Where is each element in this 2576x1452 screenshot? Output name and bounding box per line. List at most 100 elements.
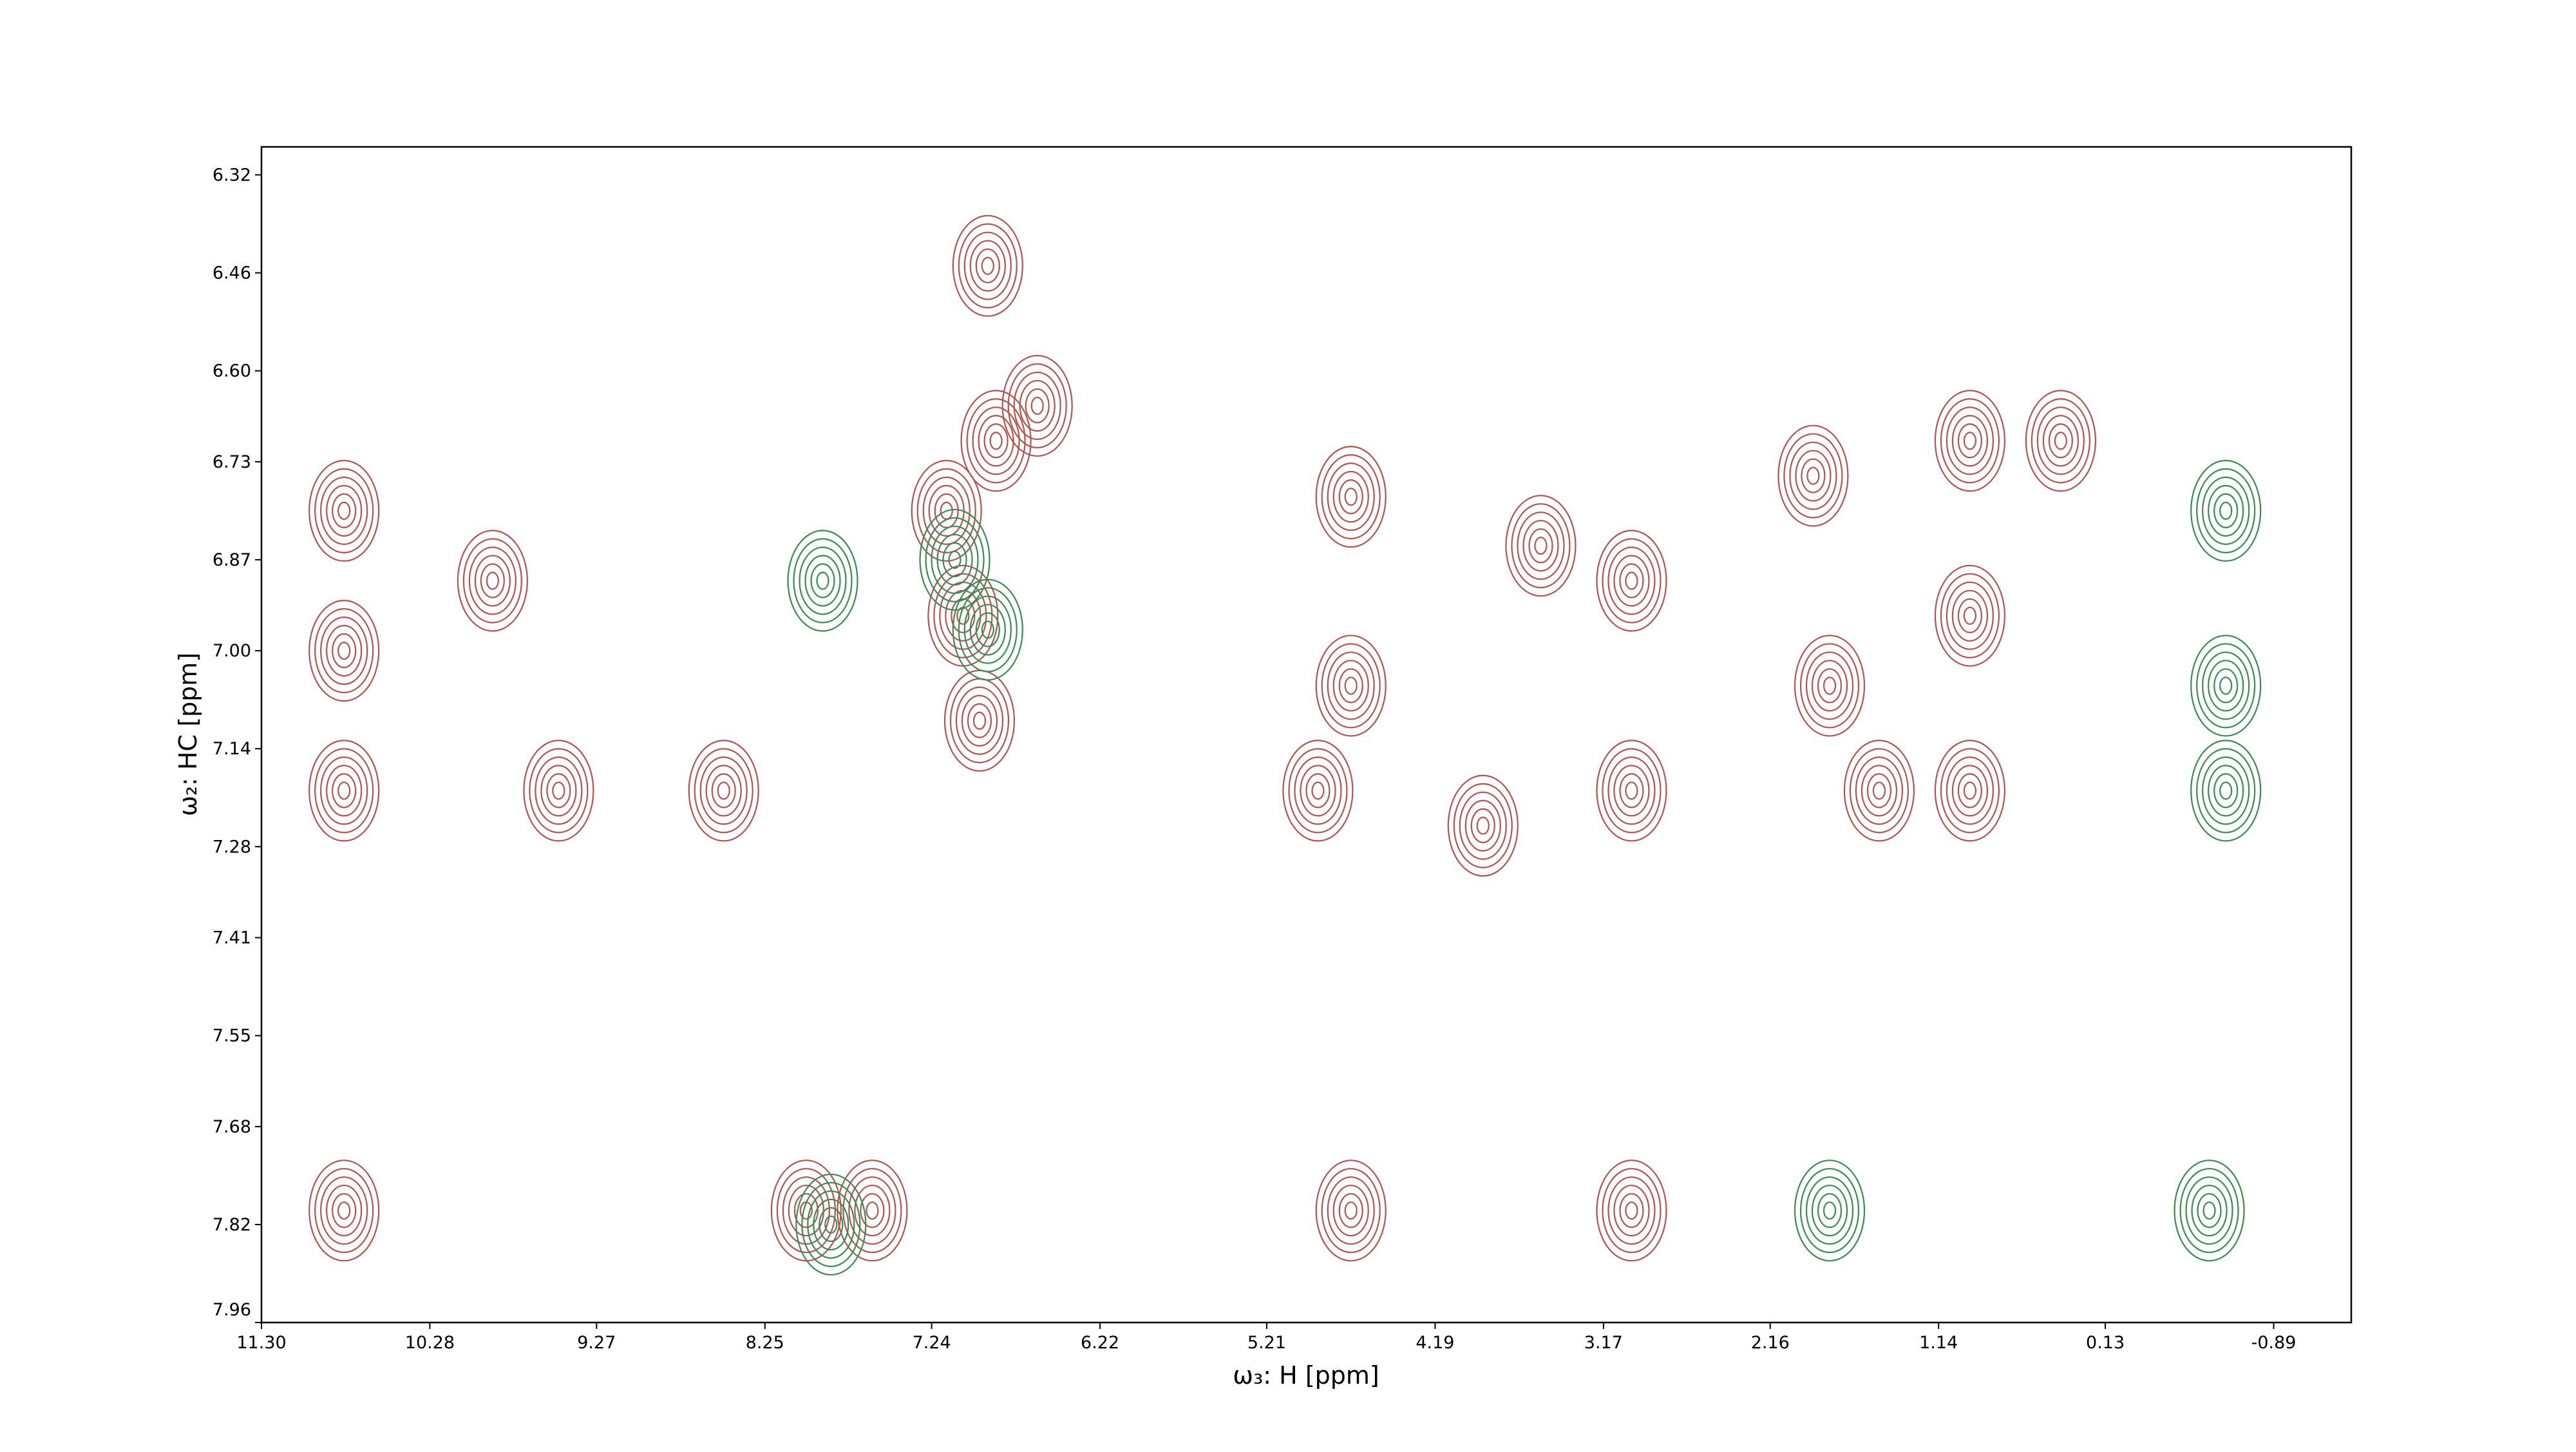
contour-ring xyxy=(1963,606,1977,625)
contour-ring xyxy=(2202,476,2250,545)
y-tick-label: 6.73 xyxy=(213,452,251,472)
contour-ring xyxy=(480,563,505,598)
contour-ring xyxy=(860,1193,885,1228)
contour-ring xyxy=(1934,740,2006,842)
contour-ring xyxy=(801,1181,861,1268)
contour-ring xyxy=(1315,446,1387,548)
contour-ring xyxy=(337,501,351,520)
y-axis-title: ω₂: HC [ppm] xyxy=(174,653,202,816)
contour-ring xyxy=(866,1201,879,1220)
contour-ring xyxy=(1849,748,1909,834)
peak xyxy=(960,390,1032,492)
contour-ring xyxy=(2202,756,2250,825)
contour-ring xyxy=(2202,1201,2216,1220)
contour-ring xyxy=(1327,463,1375,531)
contour-ring xyxy=(1843,740,1915,842)
contour-ring xyxy=(1596,1160,1667,1262)
x-tick-label: 8.25 xyxy=(746,1333,784,1353)
contour-ring xyxy=(776,1168,836,1254)
contour-ring xyxy=(1311,781,1325,800)
x-tick-label: 2.16 xyxy=(1751,1333,1790,1353)
contour-ring xyxy=(2196,468,2256,553)
contour-ring xyxy=(1305,773,1331,808)
x-tick-label: 7.24 xyxy=(913,1333,951,1353)
contour-ring xyxy=(1777,425,1849,527)
contour-ring xyxy=(1315,635,1387,737)
contour-ring xyxy=(911,459,982,562)
contour-ring xyxy=(699,756,748,825)
contour-ring xyxy=(848,1176,896,1245)
contour-ring xyxy=(948,550,961,569)
contour-ring xyxy=(975,612,1000,647)
contour-ring xyxy=(793,538,853,624)
contour-ring xyxy=(1447,774,1519,877)
contour-ring xyxy=(717,781,730,800)
contour-ring xyxy=(1282,740,1354,842)
contour-ring xyxy=(1957,773,1983,808)
peak xyxy=(1315,1160,1387,1262)
contour-ring xyxy=(1338,668,1363,703)
contour-ring xyxy=(535,756,583,825)
peak xyxy=(1505,495,1577,597)
contour-ring xyxy=(1602,1168,1662,1254)
contour-ring xyxy=(1470,808,1495,843)
peak xyxy=(787,530,858,632)
x-tick-label: -0.89 xyxy=(2251,1333,2297,1353)
contour-ring xyxy=(2197,1193,2222,1228)
contour-ring xyxy=(468,546,516,615)
peak xyxy=(457,530,528,632)
contour-ring xyxy=(942,542,967,578)
x-tick-label: 3.17 xyxy=(1584,1333,1623,1353)
contour-ring xyxy=(1805,1176,1854,1245)
contour-ring xyxy=(2202,651,2250,720)
contour-ring xyxy=(1338,479,1363,515)
contour-ring xyxy=(1817,1193,1842,1228)
contour-ring xyxy=(939,581,987,650)
peak xyxy=(308,740,380,842)
contour-ring xyxy=(1288,748,1348,834)
contour-ring xyxy=(1823,676,1837,695)
contour-ring xyxy=(795,1173,867,1276)
contour-ring xyxy=(1602,748,1662,834)
contour-ring xyxy=(1476,816,1490,835)
contour-ring xyxy=(1951,765,1989,817)
peak xyxy=(1315,446,1387,548)
contour-ring xyxy=(807,1190,855,1259)
contour-ring xyxy=(824,1215,838,1234)
contour-ring xyxy=(540,765,577,817)
contour-ring xyxy=(1344,676,1358,695)
contour-ring xyxy=(1321,1168,1381,1254)
contour-ring xyxy=(320,476,368,545)
contour-ring xyxy=(958,223,1018,309)
contour-ring xyxy=(2208,660,2244,712)
contour-ring xyxy=(1811,660,1848,712)
contour-ring xyxy=(1332,1185,1369,1237)
x-tick-label: 11.30 xyxy=(236,1333,286,1353)
contour-ring xyxy=(2036,406,2085,475)
contour-ring xyxy=(320,616,368,685)
contour-ring xyxy=(931,525,979,595)
contour-ring xyxy=(1613,765,1650,817)
contour-ring xyxy=(960,390,1032,492)
contour-ring xyxy=(1459,791,1507,860)
contour-ring xyxy=(308,459,380,562)
contour-ring xyxy=(1534,537,1548,555)
peak xyxy=(1001,354,1073,457)
peak xyxy=(523,740,594,842)
peak xyxy=(1777,425,1849,527)
peak xyxy=(1794,1160,1866,1262)
contour-ring xyxy=(1805,651,1854,720)
peak xyxy=(952,215,1023,317)
contour-ring xyxy=(951,598,976,633)
peak xyxy=(1596,1160,1667,1262)
contour-ring xyxy=(2025,390,2096,492)
contour-ring xyxy=(975,248,1000,283)
y-tick-label: 7.82 xyxy=(213,1215,251,1235)
contour-ring xyxy=(552,781,565,800)
contour-ring xyxy=(314,1168,374,1254)
contour-ring xyxy=(816,571,829,590)
contour-ring xyxy=(1013,371,1061,441)
contour-ring xyxy=(1799,643,1860,729)
contour-ring xyxy=(1453,783,1513,868)
